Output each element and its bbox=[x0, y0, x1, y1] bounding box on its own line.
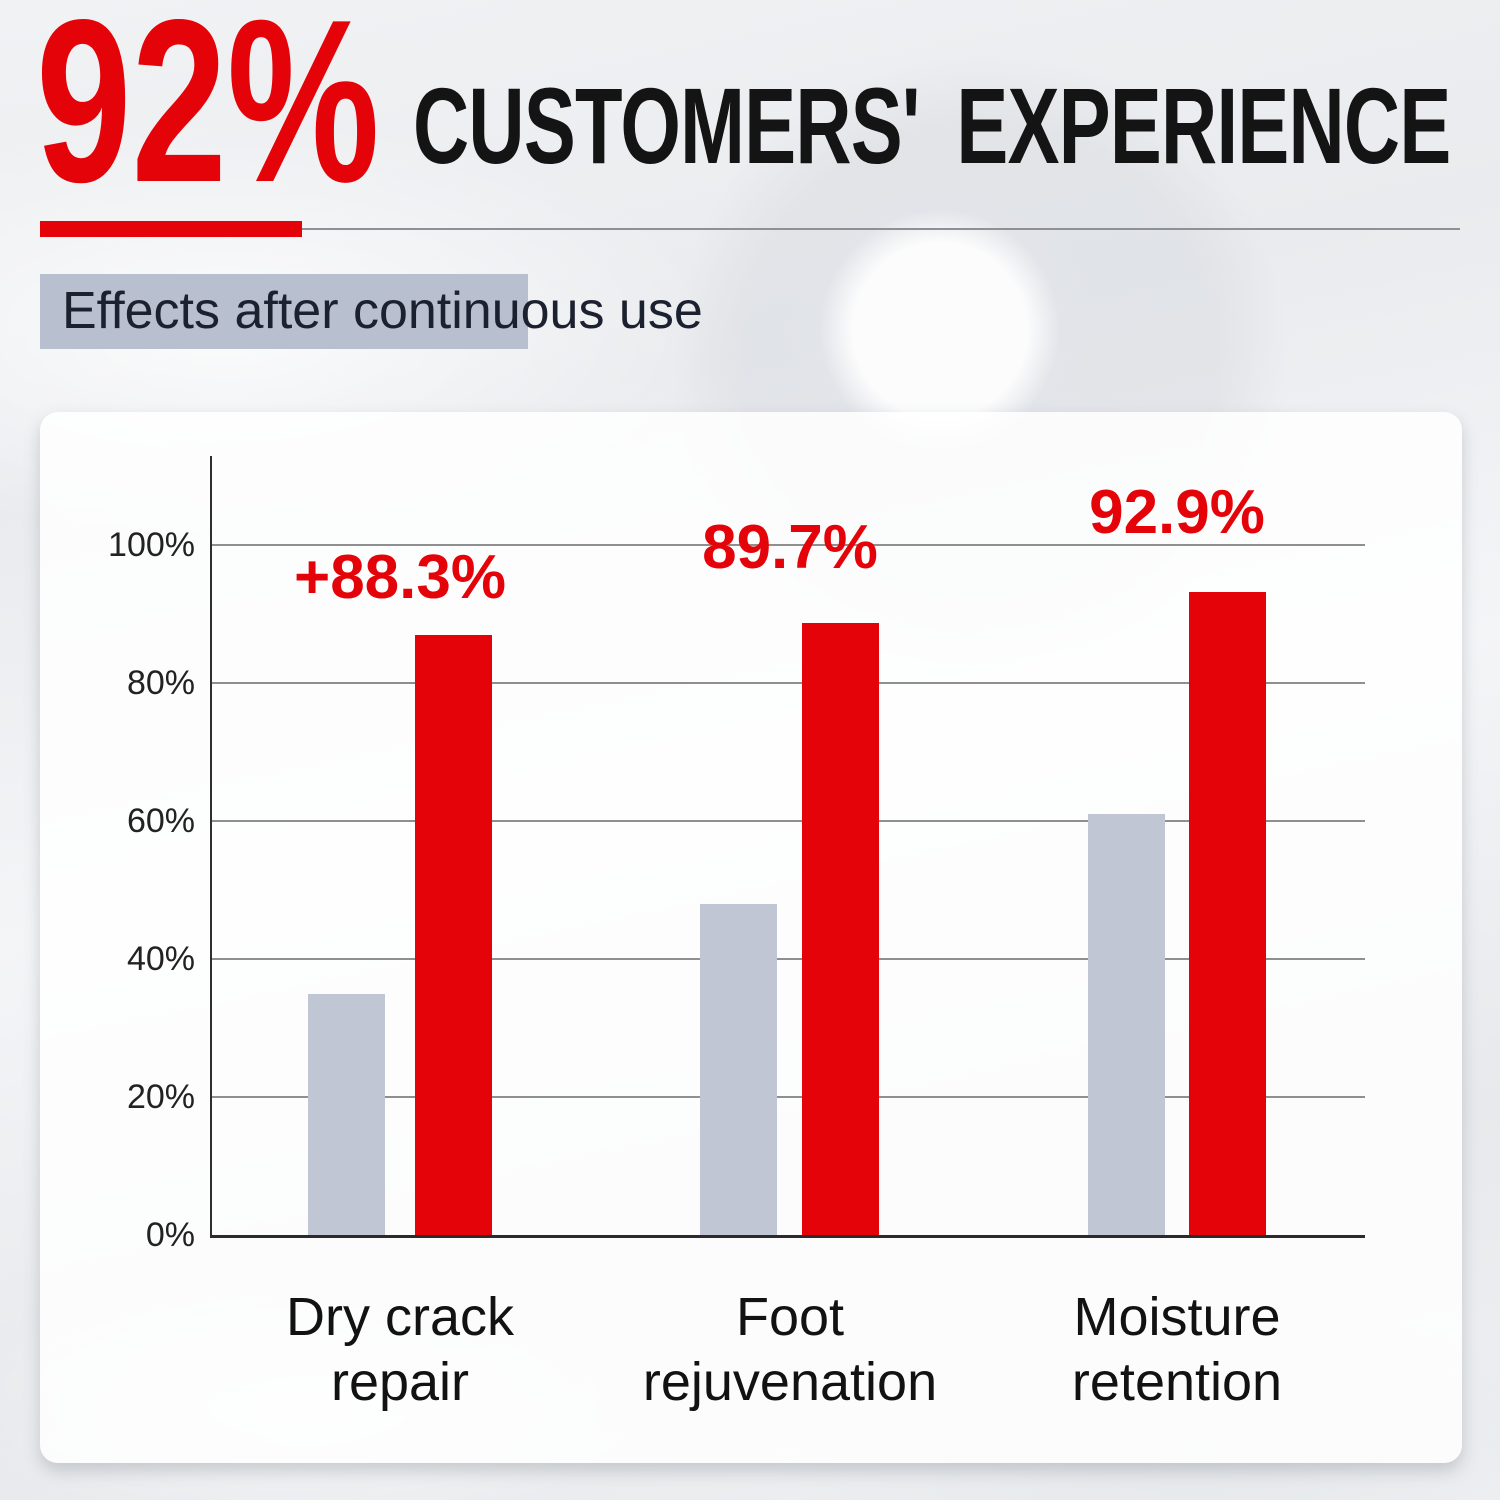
title-underline-hairline bbox=[302, 228, 1460, 230]
y-tick-label: 0% bbox=[145, 1216, 195, 1254]
y-tick-label: 20% bbox=[126, 1078, 195, 1116]
category-label: Foot rejuvenation bbox=[642, 1287, 938, 1412]
bar-chart: 0% 20% 40% 60% 80% 100% +88.3% 89.7% 92.9% Dry cr… bbox=[40, 412, 1462, 1463]
gridline-20 bbox=[210, 1096, 1365, 1098]
y-tick-label: 40% bbox=[126, 940, 195, 978]
gridline-40 bbox=[210, 958, 1365, 960]
gridline-100 bbox=[210, 544, 1365, 546]
bar-after bbox=[802, 622, 879, 1235]
usage-effect-badge: Effects after continuous use bbox=[40, 274, 703, 349]
page-title: CUSTOMERS' EXPERIENCE bbox=[413, 65, 1451, 186]
bar-after bbox=[1189, 591, 1266, 1235]
bar-before bbox=[700, 903, 777, 1235]
stat-value: 92% bbox=[36, 0, 380, 231]
value-label: +88.3% bbox=[293, 542, 506, 612]
category-label: Moisture retention bbox=[1071, 1287, 1283, 1412]
bar-before bbox=[1088, 814, 1165, 1235]
chart-card: 0% 20% 40% 60% 80% 100% +88.3% 89.7% 92.9% Dry cr… bbox=[40, 412, 1462, 1463]
y-tick-label: 60% bbox=[126, 802, 195, 840]
y-tick-label: 100% bbox=[108, 526, 195, 564]
y-tick-label: 80% bbox=[126, 664, 195, 702]
value-label: 89.7% bbox=[702, 512, 878, 582]
category-label: Dry crack repair bbox=[286, 1287, 514, 1412]
title-underline bbox=[40, 221, 302, 237]
gridline-60 bbox=[210, 820, 1365, 822]
bar-before bbox=[308, 993, 385, 1235]
y-axis-spine bbox=[210, 456, 212, 1235]
x-axis-line bbox=[210, 1235, 1365, 1238]
value-label: 92.9% bbox=[1089, 477, 1265, 547]
gridline-80 bbox=[210, 682, 1365, 684]
bar-after bbox=[415, 634, 492, 1235]
